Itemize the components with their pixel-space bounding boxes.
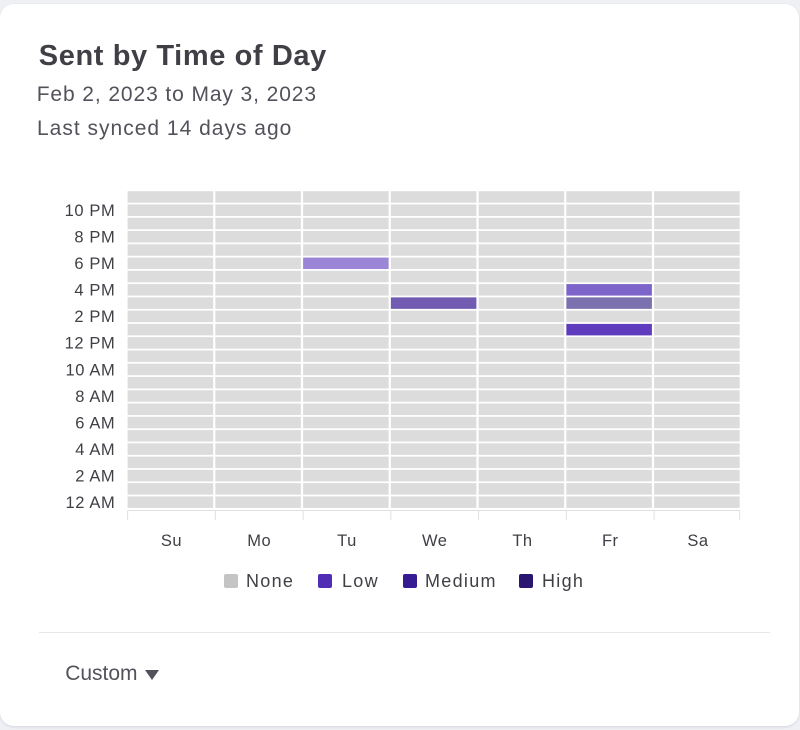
svg-text:2 PM: 2 PM	[74, 308, 115, 326]
svg-text:2 AM: 2 AM	[75, 467, 115, 485]
svg-text:We: We	[422, 532, 447, 550]
svg-text:12 AM: 12 AM	[66, 494, 116, 512]
svg-text:6 AM: 6 AM	[75, 414, 115, 432]
svg-text:8 PM: 8 PM	[74, 229, 115, 247]
svg-text:Sa: Sa	[687, 532, 709, 550]
svg-text:Su: Su	[161, 532, 182, 550]
svg-text:4 AM: 4 AM	[75, 441, 115, 459]
svg-text:10 AM: 10 AM	[66, 361, 116, 379]
svg-text:Th: Th	[512, 532, 532, 550]
svg-text:12 PM: 12 PM	[65, 335, 116, 353]
svg-text:6 PM: 6 PM	[74, 255, 115, 273]
svg-text:Tu: Tu	[337, 532, 357, 550]
svg-text:4 PM: 4 PM	[74, 282, 115, 300]
svg-text:Mo: Mo	[247, 532, 271, 550]
svg-text:10 PM: 10 PM	[65, 202, 116, 220]
svg-text:8 AM: 8 AM	[75, 388, 115, 406]
svg-text:Fr: Fr	[602, 532, 619, 550]
